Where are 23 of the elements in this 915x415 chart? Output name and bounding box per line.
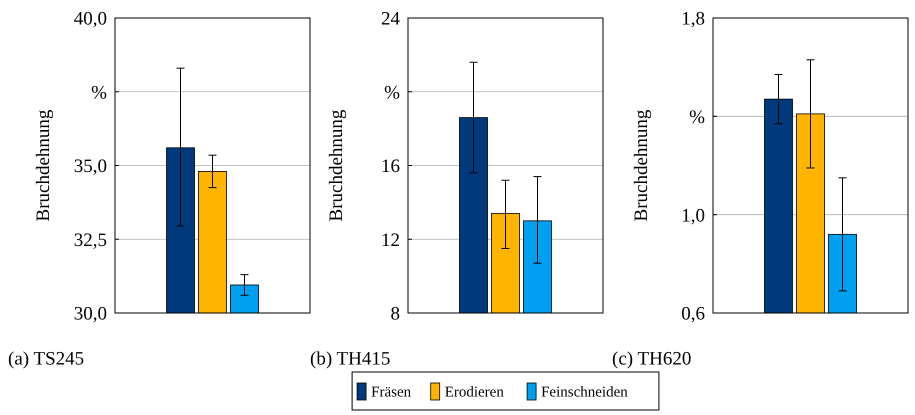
y-tick-label: 1,0 xyxy=(681,205,705,226)
text: (b) TH415 xyxy=(310,348,390,370)
y-tick-label: 16 xyxy=(381,156,400,178)
legend-label: Feinschneiden xyxy=(541,384,628,400)
y-tick-label: 32,5 xyxy=(74,230,107,251)
y-tick-label: % xyxy=(384,82,400,104)
y-tick-label: 30,0 xyxy=(74,304,107,325)
y-axis-title: Bruchdehnung xyxy=(33,109,54,222)
text: (a) TS245 xyxy=(8,348,84,370)
y-tick-label: 1,8 xyxy=(681,8,705,30)
y-tick-label: 12 xyxy=(381,230,400,251)
legend-label: Erodieren xyxy=(444,384,504,400)
y-tick-label: % xyxy=(689,106,706,128)
legend-label: Fräsen xyxy=(371,384,412,400)
y-tick-label: 0,6 xyxy=(681,304,705,325)
y-tick-label: 40,0 xyxy=(74,8,107,30)
y-tick-label: 35,0 xyxy=(74,156,107,178)
y-axis-title: Bruchdehnung xyxy=(631,109,652,222)
y-axis-title: Bruchdehnung xyxy=(326,109,347,222)
text: (c) TH620 xyxy=(612,348,692,370)
y-tick-label: % xyxy=(91,82,108,104)
y-tick-label: 8 xyxy=(390,304,400,325)
y-tick-label: 24 xyxy=(381,8,400,30)
